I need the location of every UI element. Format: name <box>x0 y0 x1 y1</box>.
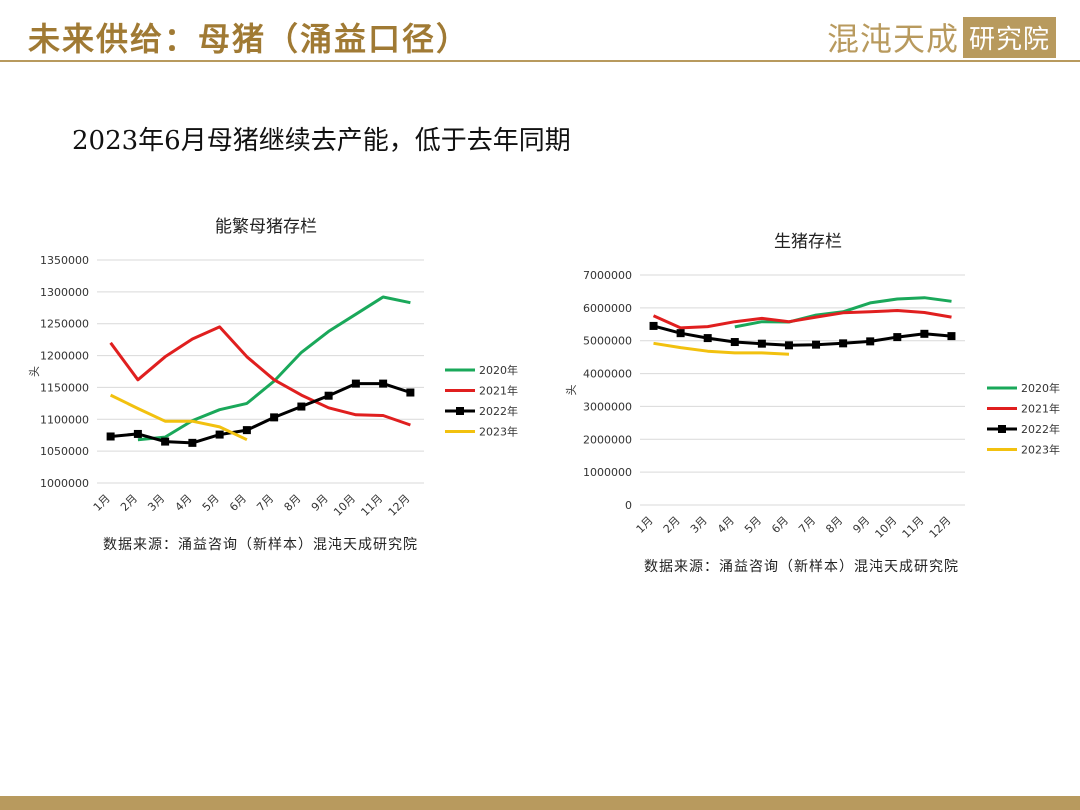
x-tick-label: 9月 <box>850 514 872 536</box>
series-marker <box>676 329 685 338</box>
y-tick-label: 5000000 <box>583 335 632 348</box>
slide-title: 未来供给：母猪（涌益口径） <box>28 20 471 58</box>
legend-marker <box>456 407 464 415</box>
series-marker <box>351 379 360 388</box>
series-marker <box>215 430 224 439</box>
series-line-2022年 <box>110 382 411 445</box>
series-marker <box>784 341 793 350</box>
y-tick-label: 3000000 <box>583 400 632 413</box>
series-marker <box>161 437 170 446</box>
y-tick-label: 1000000 <box>40 477 89 490</box>
x-tick-label: 3月 <box>688 514 710 536</box>
series-marker <box>730 338 739 347</box>
chart-title: 能繁母猪存栏 <box>215 217 317 237</box>
y-tick-label: 1100000 <box>40 413 89 426</box>
y-tick-label: 6000000 <box>583 302 632 315</box>
chart-title: 生猪存栏 <box>774 232 842 252</box>
x-tick-label: 5月 <box>742 514 764 536</box>
x-tick-label: 10月 <box>331 492 358 519</box>
series-marker <box>188 438 197 447</box>
y-tick-label: 2000000 <box>583 433 632 446</box>
x-tick-label: 10月 <box>873 514 900 541</box>
x-tick-label: 12月 <box>386 492 413 519</box>
series-marker <box>947 332 956 341</box>
series-marker <box>297 402 306 411</box>
x-tick-label: 12月 <box>927 514 954 541</box>
series-marker <box>703 334 712 343</box>
series-line-2023年 <box>109 393 248 442</box>
x-tick-label: 6月 <box>769 514 791 536</box>
legend-marker <box>998 425 1006 433</box>
x-tick-label: 2月 <box>661 514 683 536</box>
legend-label: 2022年 <box>1021 422 1060 436</box>
series-marker <box>893 333 902 342</box>
y-tick-label: 1200000 <box>40 350 89 363</box>
left-chart-source: 数据来源：涌益咨询（新样本）混沌天成研究院 <box>103 537 418 553</box>
series-marker <box>812 340 821 349</box>
legend-label: 2020年 <box>1021 381 1060 395</box>
x-tick-label: 6月 <box>227 492 249 514</box>
series-line-2021年 <box>109 325 411 427</box>
series-marker <box>866 337 875 346</box>
header-divider <box>0 60 1080 62</box>
y-tick-label: 7000000 <box>583 269 632 282</box>
series-marker <box>242 426 251 435</box>
series-marker <box>920 329 929 338</box>
brand-name: 混沌天成 <box>826 20 959 58</box>
series-marker <box>839 339 848 348</box>
y-tick-label: 1300000 <box>40 286 89 299</box>
series-line-2023年 <box>653 341 790 356</box>
brand-logo: 混沌天成 研究院 <box>827 14 1056 60</box>
hog-inventory-chart: 生猪存栏 0 1000000 2000000 3000000 4000000 5000000… <box>565 232 1060 541</box>
series-marker <box>133 429 142 438</box>
footer-bar <box>0 796 1080 810</box>
legend-label: 2021年 <box>1021 402 1060 416</box>
x-tick-label: 1月 <box>634 514 656 536</box>
y-tick-label: 0 <box>625 499 632 512</box>
legend-label: 2021年 <box>479 384 518 398</box>
sow-inventory-chart: 能繁母猪存栏 1000000 1050000 1100000 1150000 120000… <box>28 217 518 519</box>
legend-label: 2020年 <box>479 363 518 377</box>
legend-label: 2023年 <box>1021 443 1060 457</box>
y-axis-label: 头 <box>28 366 41 377</box>
x-tick-label: 11月 <box>900 514 927 541</box>
legend-label: 2023年 <box>479 425 518 439</box>
x-tick-label: 2月 <box>118 492 140 514</box>
series-marker <box>270 413 279 422</box>
x-tick-label: 4月 <box>715 514 737 536</box>
y-tick-label: 1000000 <box>583 466 632 479</box>
y-tick-label: 1050000 <box>40 445 89 458</box>
series-marker <box>757 339 766 348</box>
series-line-2022年 <box>653 324 952 347</box>
x-tick-label: 5月 <box>200 492 222 514</box>
x-tick-label: 7月 <box>796 514 818 536</box>
right-chart-source: 数据来源：涌益咨询（新样本）混沌天成研究院 <box>644 559 959 575</box>
x-tick-label: 7月 <box>254 492 276 514</box>
x-tick-label: 9月 <box>309 492 331 514</box>
y-tick-label: 1150000 <box>40 381 89 394</box>
brand-box: 研究院 <box>962 16 1056 58</box>
series-marker <box>379 379 388 388</box>
x-tick-label: 4月 <box>173 492 195 514</box>
series-marker <box>106 432 115 441</box>
series-marker <box>324 391 333 400</box>
series-marker <box>406 388 415 397</box>
y-tick-label: 1250000 <box>40 318 89 331</box>
series-marker <box>649 321 658 330</box>
x-tick-label: 11月 <box>358 492 385 519</box>
y-axis-label: 头 <box>565 385 578 396</box>
slide-subtitle: 2023年6月母猪继续去产能，低于去年同期 <box>72 126 571 156</box>
y-tick-label: 4000000 <box>583 368 632 381</box>
legend-label: 2022年 <box>479 404 518 418</box>
x-tick-label: 8月 <box>282 492 304 514</box>
x-tick-label: 1月 <box>91 492 113 514</box>
series-line-2021年 <box>652 309 952 330</box>
x-tick-label: 3月 <box>145 492 167 514</box>
x-tick-label: 8月 <box>823 514 845 536</box>
y-tick-label: 1350000 <box>40 254 89 267</box>
